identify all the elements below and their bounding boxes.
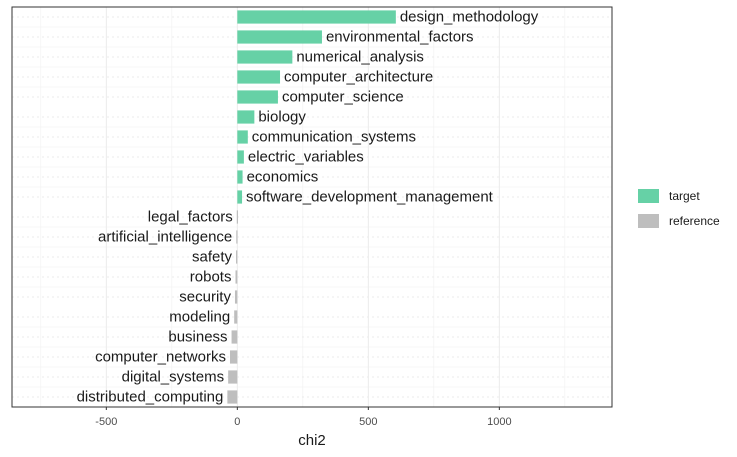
bar-electric-variables bbox=[237, 150, 244, 164]
bar-business bbox=[231, 330, 238, 344]
bar-label: robots bbox=[190, 269, 232, 286]
legend-key-reference bbox=[638, 214, 659, 228]
bar-computer-architecture bbox=[237, 70, 281, 84]
x-tick-label: 0 bbox=[234, 416, 240, 428]
bar-labels: design_methodology environmental_factorsn… bbox=[77, 9, 539, 406]
bar-label: business bbox=[168, 329, 227, 346]
bar-label: software_development_management bbox=[246, 189, 494, 206]
bar-digital-systems bbox=[228, 370, 238, 384]
bar-communication-systems bbox=[237, 130, 248, 144]
bar-label: legal_factors bbox=[148, 209, 233, 226]
bars bbox=[227, 10, 396, 404]
bar-label: communication_systems bbox=[252, 129, 416, 146]
bar-design-methodology bbox=[237, 10, 396, 24]
bar-label: computer_science bbox=[282, 89, 404, 106]
bar-computer-networks bbox=[229, 350, 238, 364]
bar-security bbox=[234, 290, 238, 304]
bar-label: environmental_factors bbox=[326, 29, 474, 46]
bar-modeling bbox=[234, 310, 238, 324]
bar-label: electric_variables bbox=[248, 149, 364, 166]
x-tick-label: -500 bbox=[95, 416, 117, 428]
bar-label: biology bbox=[258, 109, 306, 126]
bar-label: computer_networks bbox=[95, 349, 226, 366]
plot-panel bbox=[12, 7, 612, 407]
legend-label-target: target bbox=[669, 189, 700, 203]
x-tick-label: 500 bbox=[359, 416, 377, 428]
bar-safety bbox=[236, 250, 238, 264]
x-axis-title: chi2 bbox=[298, 432, 326, 449]
bar-environmental-factors bbox=[237, 30, 322, 44]
bar-label: distributed_computing bbox=[77, 389, 224, 406]
panel-background bbox=[12, 7, 612, 407]
legend: target reference bbox=[638, 189, 720, 228]
legend-key-target bbox=[638, 189, 659, 203]
bar-numerical-analysis bbox=[237, 50, 293, 64]
bar-legal-factors bbox=[236, 210, 239, 224]
bar-robots bbox=[235, 270, 238, 284]
legend-label-reference: reference bbox=[669, 214, 720, 228]
bar-biology bbox=[237, 110, 255, 124]
bar-label: security bbox=[179, 289, 231, 306]
panel-border bbox=[11, 6, 613, 408]
x-tick-label: 1000 bbox=[487, 416, 511, 428]
bar-label: computer_architecture bbox=[284, 69, 433, 86]
bar-label: economics bbox=[247, 169, 319, 186]
bar-label: numerical_analysis bbox=[296, 49, 424, 66]
bar-economics bbox=[237, 170, 243, 184]
bar-computer-science bbox=[237, 90, 278, 104]
bar-label: digital_systems bbox=[122, 369, 225, 386]
bar-software-development-management bbox=[237, 190, 243, 204]
x-axis: -500 0 500 1000 bbox=[95, 407, 512, 428]
bar-label: design_methodology bbox=[400, 9, 539, 26]
bar-distributed-computing bbox=[227, 390, 238, 404]
bar-label: safety bbox=[192, 249, 233, 266]
bar-label: modeling bbox=[169, 309, 230, 326]
bar-label: artificial_intelligence bbox=[98, 229, 232, 246]
bar-artificial-intelligence bbox=[236, 230, 238, 244]
